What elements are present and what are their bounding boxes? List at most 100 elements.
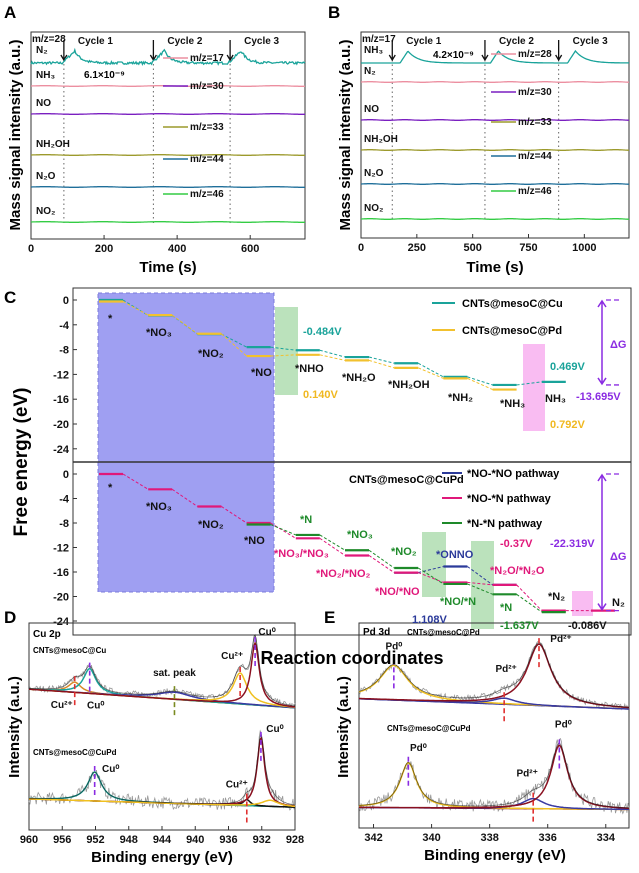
c-step-label: *NO/*N — [440, 596, 476, 608]
c-cu-desorption: 0.469V — [550, 361, 586, 373]
trace-species-label: NO — [36, 98, 51, 109]
x-tick-label: 342 — [364, 832, 382, 844]
trace-species-label: NH₃ — [36, 70, 55, 81]
y-tick-label: -8 — [59, 345, 69, 357]
x-tick-label: 928 — [286, 834, 304, 846]
trace-mz-30 — [361, 119, 629, 121]
trace-mz-33 — [361, 149, 629, 151]
trace-mz-44 — [31, 186, 305, 188]
x-tick-label: 956 — [53, 834, 71, 846]
panel-label-a: A — [4, 3, 16, 22]
fitted-peak — [28, 640, 296, 708]
c-step-label: *ONNO — [436, 549, 474, 561]
peak-label: Cu⁰ — [258, 627, 275, 638]
trace-species-label: NH₃ — [364, 45, 383, 56]
trace-mz-33 — [31, 154, 305, 156]
c-step-label: *NO₃ — [347, 529, 373, 541]
arrow-icon — [388, 40, 396, 62]
energy-connector — [368, 555, 395, 574]
x-tick-label: 948 — [120, 834, 138, 846]
energy-connector — [221, 333, 247, 357]
trace-species-label: NO — [364, 104, 379, 115]
a-ylabel: Mass signal intensity (a.u.) — [7, 40, 24, 231]
trace-mz-label: m/z=44 — [190, 154, 224, 165]
x-tick-label: 200 — [95, 243, 113, 255]
c-legend-nono: *NO-*NO pathway — [467, 468, 560, 480]
delta-g-arrow-icon — [597, 299, 607, 386]
c-step-label: NH₃ — [545, 393, 566, 405]
c-step-label: *N₂ — [548, 591, 565, 603]
d-sample-1: CNTs@mesoC@Cu — [33, 646, 106, 655]
highlight-region-blue — [97, 292, 275, 593]
cycle-label: Cycle 2 — [167, 36, 202, 47]
x-tick-label: 340 — [422, 832, 440, 844]
y-tick-label: -4 — [59, 320, 70, 332]
plot-frame-E — [358, 622, 630, 829]
c-v-last: -0.086V — [568, 620, 607, 632]
c-step-label: N₂ — [612, 597, 625, 609]
energy-connector — [418, 367, 444, 379]
e-sample-1: CNTs@mesoC@Pd — [407, 628, 480, 637]
c-dg-top-symbol: ΔG — [610, 339, 626, 351]
c-step-label: *NO₃/*NO₃ — [274, 548, 329, 560]
c-step-label: *NHO — [295, 363, 324, 375]
energy-connector — [270, 524, 296, 536]
energy-connector — [171, 488, 198, 507]
x-tick-label: 338 — [480, 832, 498, 844]
c-step-label: *NO₂ — [198, 519, 224, 531]
peak-label: Pd²⁺ — [495, 664, 516, 675]
c-step-label: *NH₂O — [342, 372, 376, 384]
energy-connector — [221, 506, 247, 524]
y-tick-label: 0 — [63, 469, 69, 481]
raw-spectrum — [28, 729, 296, 811]
c-dg-top-value: -13.695V — [576, 391, 621, 403]
peak-label: Pd⁰ — [555, 719, 572, 730]
arrow-icon — [149, 40, 157, 62]
energy-connector — [171, 314, 198, 335]
x-tick-label: 334 — [597, 832, 616, 844]
c-step-label: * — [108, 482, 113, 494]
plot-frame-A — [30, 31, 306, 240]
c-pd-desorption: 0.792V — [550, 419, 586, 431]
trace-mz-label: m/z=30 — [518, 87, 552, 98]
trace-mz-label: m/z=46 — [190, 189, 224, 200]
c-step-label: *NO₃ — [146, 327, 172, 339]
d-xlabel: Binding energy (eV) — [91, 849, 233, 866]
c-cu-limit: -0.484V — [303, 326, 342, 338]
highlight-region-green — [471, 541, 494, 629]
panel-label-b: B — [328, 3, 340, 22]
y-tick-label: -16 — [53, 394, 69, 406]
x-tick-label: 336 — [539, 832, 557, 844]
c-v-green: -1.637V — [500, 620, 539, 632]
c-legend-nn: *N-*N pathway — [467, 518, 543, 530]
c-pd-limit: 0.140V — [303, 389, 339, 401]
trace-mz-28 — [361, 81, 629, 83]
c-step-label: *NH₃ — [500, 398, 525, 410]
x-tick-label: 400 — [168, 243, 186, 255]
y-tick-label: -4 — [59, 494, 70, 506]
d-title: Cu 2p — [33, 629, 61, 640]
x-tick-label: 940 — [186, 834, 204, 846]
c-dg-bottom-value: -22.319V — [550, 538, 595, 550]
c-step-label: *NO₂ — [198, 348, 224, 360]
trace-mz-label: m/z=30 — [190, 81, 224, 92]
trace-species-label: N₂ — [364, 66, 376, 77]
peak-label: Pd⁰ — [410, 743, 427, 754]
c-xlabel: Reaction coordinates — [260, 648, 443, 668]
y-tick-label: -20 — [53, 592, 69, 604]
c-ylabel: Free energy (eV) — [11, 388, 32, 537]
peak-label: Pd²⁺ — [516, 769, 537, 780]
x-tick-label: 750 — [519, 242, 537, 254]
e-sample-2: CNTs@mesoC@CuPd — [387, 724, 471, 733]
peak-label: Cu²⁺ — [221, 651, 243, 662]
x-tick-label: 250 — [408, 242, 426, 254]
cycle-label: Cycle 3 — [573, 36, 608, 47]
c-step-label: *N₂O/*N₂O — [490, 565, 545, 577]
x-tick-label: 1000 — [572, 242, 596, 254]
energy-connector — [270, 354, 296, 357]
peak-label: Cu²⁺ — [226, 780, 248, 791]
c-legend-pd: CNTs@mesoC@Pd — [462, 325, 562, 337]
plot-frame-B — [360, 31, 630, 239]
trace-mz-28 — [30, 47, 306, 66]
